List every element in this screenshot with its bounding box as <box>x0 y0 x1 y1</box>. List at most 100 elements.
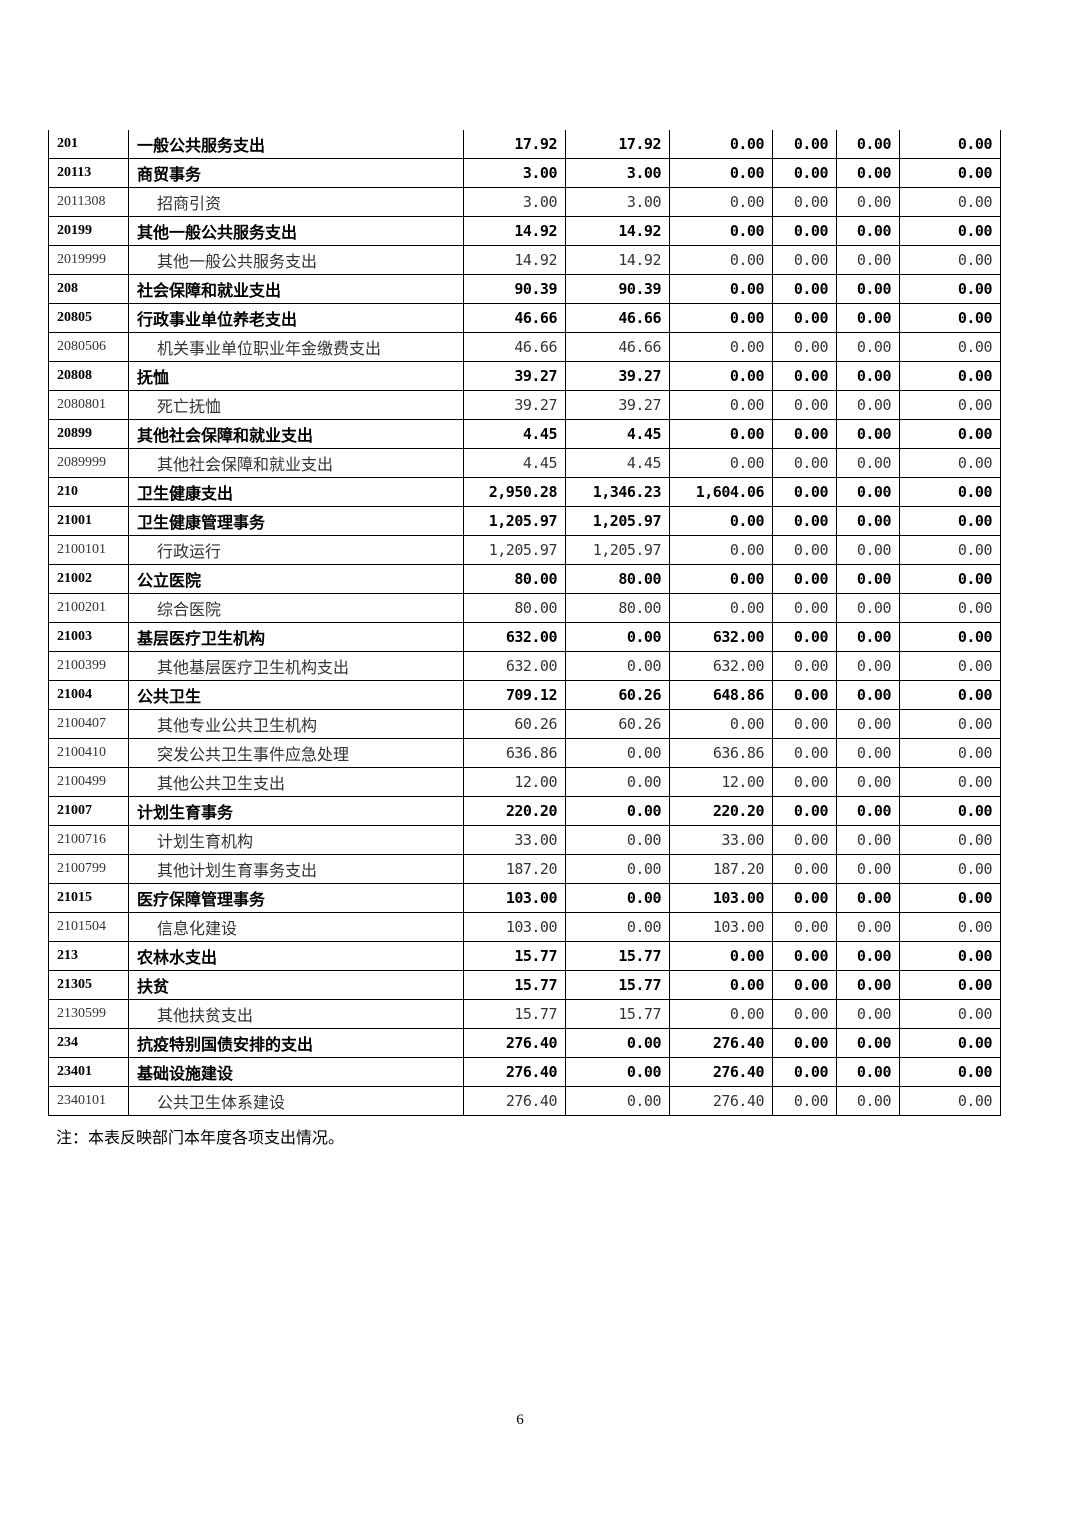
table-row: 23401 基础设施建设 276.40 0.00 276.40 0.00 0.00 0.00 <box>48 1057 1001 1087</box>
other-cell-2: 0.00 <box>836 448 900 478</box>
basic-cell: 0.00 <box>565 854 670 884</box>
name-cell: 社会保障和就业支出 <box>128 274 464 304</box>
table-row: 2100407 其他专业公共卫生机构 60.26 60.26 0.00 0.00 0.00 0… <box>48 709 1001 739</box>
project-cell: 187.20 <box>669 854 773 884</box>
other-cell-1: 0.00 <box>772 158 837 188</box>
table-row: 21002 公立医院 80.00 80.00 0.00 0.00 0.00 0.00 <box>48 564 1001 594</box>
other-cell-3: 0.00 <box>899 767 1001 797</box>
total-cell: 39.27 <box>463 390 566 420</box>
basic-cell: 0.00 <box>565 1057 670 1087</box>
table-row: 21305 扶贫 15.77 15.77 0.00 0.00 0.00 0.00 <box>48 970 1001 1000</box>
other-cell-3: 0.00 <box>899 883 1001 913</box>
code-cell: 2130599 <box>48 999 129 1029</box>
name-cell: 公共卫生体系建设 <box>128 1086 464 1116</box>
other-cell-3: 0.00 <box>899 941 1001 971</box>
code-cell: 2100499 <box>48 767 129 797</box>
other-cell-1: 0.00 <box>772 274 837 304</box>
table-row: 21003 基层医疗卫生机构 632.00 0.00 632.00 0.00 0.00 0.0… <box>48 622 1001 652</box>
other-cell-3: 0.00 <box>899 796 1001 826</box>
other-cell-2: 0.00 <box>836 651 900 681</box>
name-cell: 行政运行 <box>128 535 464 565</box>
other-cell-2: 0.00 <box>836 158 900 188</box>
name-cell: 招商引资 <box>128 187 464 217</box>
code-cell: 201 <box>48 130 129 159</box>
table-row: 2019999 其他一般公共服务支出 14.92 14.92 0.00 0.00 0.00 0… <box>48 245 1001 275</box>
name-cell: 扶贫 <box>128 970 464 1000</box>
name-cell: 公立医院 <box>128 564 464 594</box>
code-cell: 208 <box>48 274 129 304</box>
other-cell-1: 0.00 <box>772 593 837 623</box>
table-row: 234 抗疫特别国债安排的支出 276.40 0.00 276.40 0.00 0.00 0.… <box>48 1028 1001 1058</box>
code-cell: 2100410 <box>48 738 129 768</box>
code-cell: 21007 <box>48 796 129 826</box>
total-cell: 33.00 <box>463 825 566 855</box>
basic-cell: 46.66 <box>565 303 670 333</box>
total-cell: 4.45 <box>463 448 566 478</box>
other-cell-3: 0.00 <box>899 970 1001 1000</box>
other-cell-1: 0.00 <box>772 448 837 478</box>
name-cell: 基础设施建设 <box>128 1057 464 1087</box>
other-cell-1: 0.00 <box>772 1086 837 1116</box>
basic-cell: 46.66 <box>565 332 670 362</box>
project-cell: 0.00 <box>669 274 773 304</box>
project-cell: 1,604.06 <box>669 477 773 507</box>
other-cell-1: 0.00 <box>772 1028 837 1058</box>
other-cell-2: 0.00 <box>836 999 900 1029</box>
code-cell: 2011308 <box>48 187 129 217</box>
other-cell-2: 0.00 <box>836 854 900 884</box>
project-cell: 0.00 <box>669 564 773 594</box>
other-cell-2: 0.00 <box>836 593 900 623</box>
total-cell: 90.39 <box>463 274 566 304</box>
project-cell: 103.00 <box>669 883 773 913</box>
project-cell: 276.40 <box>669 1028 773 1058</box>
other-cell-2: 0.00 <box>836 419 900 449</box>
other-cell-2: 0.00 <box>836 680 900 710</box>
basic-cell: 0.00 <box>565 622 670 652</box>
code-cell: 21015 <box>48 883 129 913</box>
table-note: 注：本表反映部门本年度各项支出情况。 <box>56 1130 345 1147</box>
other-cell-2: 0.00 <box>836 477 900 507</box>
total-cell: 2,950.28 <box>463 477 566 507</box>
project-cell: 0.00 <box>669 187 773 217</box>
name-cell: 其他计划生育事务支出 <box>128 854 464 884</box>
name-cell: 突发公共卫生事件应急处理 <box>128 738 464 768</box>
basic-cell: 0.00 <box>565 796 670 826</box>
name-cell: 卫生健康支出 <box>128 477 464 507</box>
total-cell: 3.00 <box>463 158 566 188</box>
other-cell-3: 0.00 <box>899 390 1001 420</box>
other-cell-1: 0.00 <box>772 796 837 826</box>
total-cell: 15.77 <box>463 999 566 1029</box>
other-cell-1: 0.00 <box>772 506 837 536</box>
table-row: 2100499 其他公共卫生支出 12.00 0.00 12.00 0.00 0.00 0.0… <box>48 767 1001 797</box>
other-cell-1: 0.00 <box>772 477 837 507</box>
other-cell-2: 0.00 <box>836 390 900 420</box>
other-cell-1: 0.00 <box>772 419 837 449</box>
other-cell-1: 0.00 <box>772 361 837 391</box>
project-cell: 0.00 <box>669 970 773 1000</box>
project-cell: 0.00 <box>669 709 773 739</box>
code-cell: 20899 <box>48 419 129 449</box>
other-cell-1: 0.00 <box>772 883 837 913</box>
project-cell: 0.00 <box>669 332 773 362</box>
total-cell: 276.40 <box>463 1028 566 1058</box>
name-cell: 其他一般公共服务支出 <box>128 216 464 246</box>
other-cell-3: 0.00 <box>899 1028 1001 1058</box>
name-cell: 其他一般公共服务支出 <box>128 245 464 275</box>
basic-cell: 0.00 <box>565 738 670 768</box>
code-cell: 21002 <box>48 564 129 594</box>
table-row: 2100716 计划生育机构 33.00 0.00 33.00 0.00 0.00 0.00 <box>48 825 1001 855</box>
other-cell-3: 0.00 <box>899 825 1001 855</box>
other-cell-1: 0.00 <box>772 680 837 710</box>
basic-cell: 0.00 <box>565 912 670 942</box>
code-cell: 2100716 <box>48 825 129 855</box>
code-cell: 2101504 <box>48 912 129 942</box>
name-cell: 一般公共服务支出 <box>128 130 464 159</box>
other-cell-2: 0.00 <box>836 1086 900 1116</box>
name-cell: 综合医院 <box>128 593 464 623</box>
other-cell-2: 0.00 <box>836 825 900 855</box>
name-cell: 抚恤 <box>128 361 464 391</box>
total-cell: 103.00 <box>463 912 566 942</box>
code-cell: 210 <box>48 477 129 507</box>
code-cell: 2340101 <box>48 1086 129 1116</box>
table-row: 20808 抚恤 39.27 39.27 0.00 0.00 0.00 0.00 <box>48 361 1001 391</box>
